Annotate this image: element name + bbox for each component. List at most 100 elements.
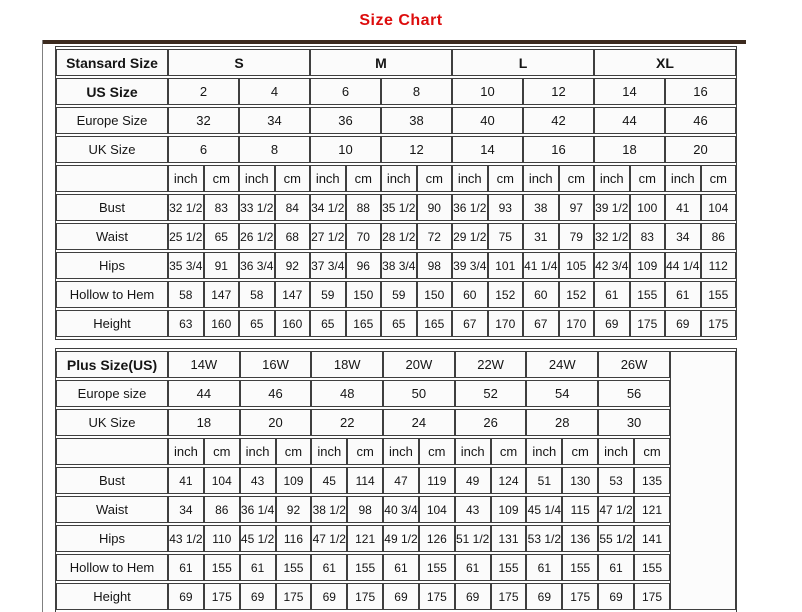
measure-value-cell: 155: [203, 554, 240, 581]
measure-value-cell: 96: [345, 252, 381, 279]
measure-value-cell: 61: [665, 281, 701, 308]
measure-value-cell: 155: [629, 281, 665, 308]
size-value-cell: 24: [383, 409, 455, 436]
size-value-cell: 52: [454, 380, 527, 407]
unit-label-cell: inch: [311, 438, 348, 465]
measure-value-cell: 160: [274, 310, 310, 337]
size-value-cell: 44: [168, 380, 240, 407]
measure-value-cell: 104: [700, 194, 736, 221]
size-value-cell: 42: [523, 107, 594, 134]
measure-value-cell: 69: [168, 583, 204, 610]
measure-value-cell: 135: [633, 467, 670, 494]
measure-value-cell: 25 1/2: [168, 223, 204, 250]
measure-row: Hollow to Hem 58 147 58 147 59 150 59 150 60 152 60…: [56, 281, 736, 308]
measure-value-cell: 42 3/4: [594, 252, 630, 279]
size-value-cell: 44: [594, 107, 665, 134]
measure-value-cell: 69: [594, 310, 630, 337]
row-label-cell: Europe size: [56, 380, 168, 407]
unit-label-cell: cm: [345, 165, 381, 192]
size-group-cell: M: [310, 49, 452, 76]
measure-value-cell: 61: [311, 554, 348, 581]
measure-value-cell: 101: [487, 252, 523, 279]
measure-value-cell: 69: [311, 583, 348, 610]
measure-value-cell: 32 1/2: [594, 223, 630, 250]
measure-value-cell: 58: [239, 281, 275, 308]
size-value-cell: 34: [239, 107, 310, 134]
measure-value-cell: 47 1/2: [598, 496, 634, 523]
measure-value-cell: 55 1/2: [598, 525, 634, 552]
measure-value-cell: 68: [274, 223, 310, 250]
size-group-cell: 20W: [383, 351, 455, 378]
size-group-cell: L: [452, 49, 594, 76]
measure-value-cell: 155: [562, 554, 599, 581]
measure-value-cell: 47: [383, 467, 419, 494]
size-header-row: Europe size 44 46 48 50 52 54 56: [56, 380, 736, 407]
size-value-cell: 38: [381, 107, 452, 134]
measure-value-cell: 69: [454, 583, 491, 610]
measure-value-cell: 170: [487, 310, 523, 337]
unit-label-cell: cm: [418, 438, 455, 465]
measure-value-cell: 98: [416, 252, 452, 279]
measure-value-cell: 43: [454, 496, 491, 523]
unit-label-cell: cm: [633, 438, 670, 465]
size-value-cell: 46: [239, 380, 312, 407]
row-label-cell: Hips: [56, 525, 168, 552]
measure-value-cell: 61: [526, 554, 563, 581]
measure-row: Waist 25 1/2 65 26 1/2 68 27 1/2 70 28 1/2 72 29 …: [56, 223, 736, 250]
unit-label-cell: inch: [310, 165, 346, 192]
measure-value-cell: 37 3/4: [310, 252, 346, 279]
unit-label-cell: cm: [347, 438, 384, 465]
plus-size-table-container: Plus Size(US) 14W 16W 18W 20W 22W 24W 26W Europe…: [55, 348, 737, 612]
row-label-cell: Hollow to Hem: [56, 281, 168, 308]
unit-label-cell: inch: [594, 165, 630, 192]
measure-value-cell: 65: [239, 310, 275, 337]
measure-value-cell: 104: [203, 467, 240, 494]
measure-value-cell: 58: [168, 281, 204, 308]
measure-value-cell: 28 1/2: [381, 223, 417, 250]
measure-value-cell: 45: [311, 467, 348, 494]
size-group-row: Plus Size(US) 14W 16W 18W 20W 22W 24W 26W: [56, 351, 736, 610]
measure-value-cell: 152: [558, 281, 594, 308]
size-value-cell: 10: [310, 136, 381, 163]
size-value-cell: 50: [383, 380, 455, 407]
measure-value-cell: 115: [562, 496, 599, 523]
measure-value-cell: 38 3/4: [381, 252, 417, 279]
measure-value-cell: 119: [418, 467, 455, 494]
unit-label-cell: cm: [562, 438, 599, 465]
measure-value-cell: 36 1/4: [239, 496, 276, 523]
size-value-cell: 46: [665, 107, 736, 134]
measure-row: Hips 43 1/2 110 45 1/2 116 47 1/2 121 49 1/2 126…: [56, 525, 736, 552]
size-value-cell: 54: [526, 380, 599, 407]
size-header-row: UK Size 6 8 10 12 14 16 18 20: [56, 136, 736, 163]
size-value-cell: 16: [523, 136, 594, 163]
measure-value-cell: 88: [345, 194, 381, 221]
unit-label-cell: cm: [274, 165, 310, 192]
row-label-cell: [56, 438, 168, 465]
measure-value-cell: 69: [383, 583, 419, 610]
measure-value-cell: 175: [633, 583, 670, 610]
measure-value-cell: 60: [523, 281, 559, 308]
row-label-cell: Bust: [56, 194, 168, 221]
measure-value-cell: 34: [168, 496, 204, 523]
measure-value-cell: 165: [416, 310, 452, 337]
measure-value-cell: 160: [203, 310, 239, 337]
measure-value-cell: 69: [665, 310, 701, 337]
measure-value-cell: 53 1/2: [526, 525, 563, 552]
measure-row: Hollow to Hem 61 155 61 155 61 155 61 155 61 155 61…: [56, 554, 736, 581]
size-value-cell: 18: [168, 409, 240, 436]
measure-value-cell: 27 1/2: [310, 223, 346, 250]
standard-size-table-container: Stansard Size S M L XL US Size 2 4 6 8 10 12 14 16 Eur…: [55, 46, 737, 340]
row-label-cell: Waist: [56, 496, 168, 523]
unit-label-cell: cm: [203, 165, 239, 192]
measure-value-cell: 121: [633, 496, 670, 523]
measure-value-cell: 121: [347, 525, 384, 552]
unit-row: inch cm inch cm inch cm inch cm inch cm inch cm inch…: [56, 438, 736, 465]
size-value-cell: 6: [168, 136, 239, 163]
measure-value-cell: 35 1/2: [381, 194, 417, 221]
measure-value-cell: 61: [598, 554, 634, 581]
measure-value-cell: 155: [347, 554, 384, 581]
measure-value-cell: 59: [381, 281, 417, 308]
measure-value-cell: 131: [490, 525, 527, 552]
measure-value-cell: 61: [239, 554, 276, 581]
size-group-cell: S: [168, 49, 310, 76]
